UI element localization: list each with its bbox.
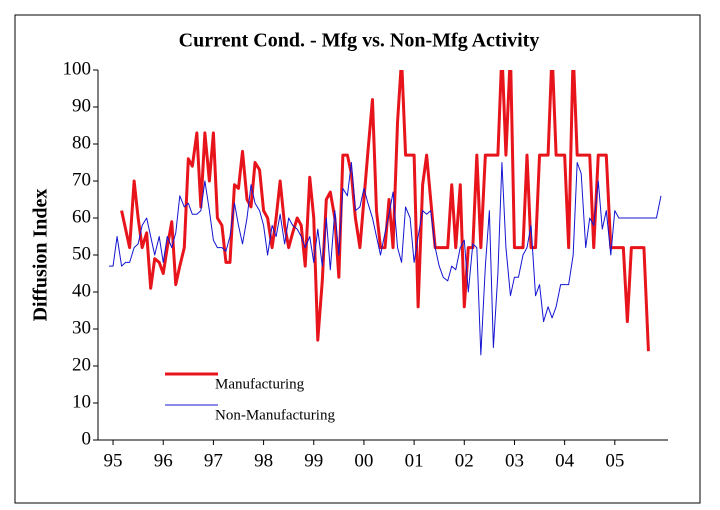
x-tick-label: 96 (154, 450, 173, 471)
x-tick-label: 97 (204, 450, 223, 471)
y-tick-label: 60 (72, 206, 91, 227)
y-tick-label: 50 (72, 243, 91, 264)
y-tick-label: 10 (72, 391, 91, 412)
x-tick-label: 99 (304, 450, 323, 471)
y-tick-label: 0 (82, 428, 92, 449)
chart-frame (14, 14, 701, 504)
y-tick-label: 90 (72, 95, 91, 116)
x-tick-label: 05 (605, 450, 624, 471)
y-tick-label: 80 (72, 132, 91, 153)
series-line (109, 162, 662, 356)
y-tick-label: 70 (72, 169, 91, 190)
plot-area (109, 70, 662, 356)
legend-label: Manufacturing (215, 376, 305, 392)
legend-label: Non-Manufacturing (215, 407, 335, 423)
y-tick-label: 30 (72, 317, 91, 338)
x-tick-label: 00 (354, 450, 373, 471)
x-tick-label: 95 (104, 450, 123, 471)
x-tick-label: 04 (555, 450, 575, 471)
y-tick-label: 20 (72, 354, 91, 375)
y-tick-label: 100 (63, 58, 92, 79)
chart-title: Current Cond. - Mfg vs. Non-Mfg Activity (179, 30, 540, 52)
x-tick-label: 02 (455, 450, 474, 471)
series-line (120, 70, 650, 352)
legend: Manufacturing Non-Manufacturing (165, 372, 335, 423)
x-tick-label: 01 (405, 450, 424, 471)
y-axis-label: Diffusion Index (30, 189, 52, 322)
x-tick-label: 03 (505, 450, 524, 471)
x-tick-label: 98 (254, 450, 273, 471)
y-tick-label: 40 (72, 280, 91, 301)
